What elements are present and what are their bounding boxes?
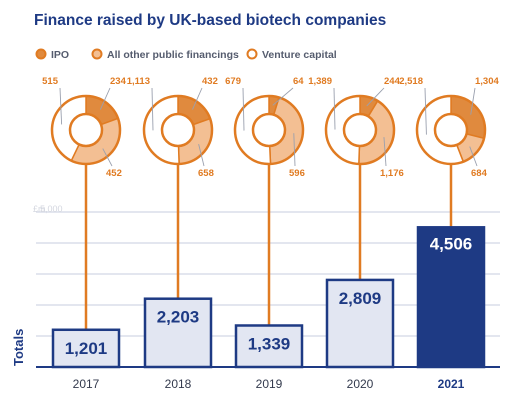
bar-value-label: 2,203: [157, 308, 200, 327]
y-axis-label: Totals: [11, 329, 26, 366]
legend: IPO All other public financings Venture ca…: [35, 48, 337, 61]
x-tick-label-2019: 2019: [256, 377, 283, 391]
leader-line: [151, 87, 154, 131]
donut-value-ipo: 1,304: [475, 76, 499, 87]
bar-value-label: 1,201: [65, 339, 108, 358]
donut-hole: [160, 112, 196, 148]
y-tick-label: 5,000: [40, 204, 63, 214]
leader-line: [293, 133, 296, 167]
donut-value-other-public: 658: [198, 168, 214, 179]
donut-outline: [233, 94, 305, 166]
bar-2017: [51, 328, 121, 369]
x-tick-label-2018: 2018: [165, 377, 192, 391]
leader-line: [333, 87, 336, 130]
leader-line: [272, 87, 294, 106]
donut-outline: [50, 94, 122, 166]
bar-value-label: 4,506: [430, 234, 473, 253]
leader-line: [469, 146, 478, 167]
bar-value-label: 1,339: [248, 334, 291, 353]
donut-value-ipo: 234: [110, 76, 127, 87]
legend-marker-venture-capital: [246, 48, 258, 60]
leader-line: [99, 87, 111, 110]
donut-2019: 64 596 679: [225, 76, 305, 179]
leader-line: [102, 148, 113, 167]
donut-value-venture-capital: 1,113: [127, 76, 150, 87]
donut-2018: 432 658 1,113: [127, 76, 218, 179]
donut-outline: [415, 94, 487, 166]
legend-label-venture-capital: Venture capital: [262, 49, 337, 61]
legend-label-ipo: IPO: [51, 49, 69, 61]
donut-value-venture-capital: 515: [42, 76, 59, 87]
donut-value-venture-capital: 1,389: [308, 76, 332, 87]
donut-2021: 1,304 684 2,518: [399, 76, 499, 179]
x-tick-label-2020: 2020: [347, 377, 374, 391]
leader-line: [366, 87, 385, 107]
legend-marker-ipo: [35, 48, 47, 60]
chart-title: Finance raised by UK-based biotech compa…: [34, 12, 386, 29]
leader-line: [424, 87, 427, 135]
legend-marker-all-other-public-financings: [91, 48, 103, 60]
donut-hole: [68, 112, 104, 148]
donut-value-ipo: 244: [384, 76, 401, 87]
x-tick-label-2021: 2021: [438, 377, 465, 391]
x-tick-label-2017: 2017: [73, 377, 100, 391]
donut-outline: [324, 94, 396, 166]
x-tick-labels: 2017 2018 2019 2020 2021: [73, 377, 465, 391]
donut-value-other-public: 596: [289, 168, 305, 179]
donut-charts: 234 452 515 432 658 1,113 64 596 679 244 1,176 1,38…: [42, 76, 499, 179]
donut-value-other-public: 1,176: [380, 168, 404, 179]
donut-hole: [342, 112, 378, 148]
legend-label-all-other-public-financings: All other public financings: [107, 49, 239, 61]
donut-2020: 244 1,176 1,389: [308, 76, 404, 179]
unit-label: £m: [33, 204, 46, 214]
donut-hole: [251, 112, 287, 148]
donut-value-ipo: 64: [293, 76, 304, 87]
leader-line: [470, 87, 476, 115]
donut-hole: [433, 112, 469, 148]
donut-value-other-public: 684: [471, 168, 488, 179]
leader-line: [242, 87, 245, 131]
bar-value-label: 2,809: [339, 289, 382, 308]
leader-line: [192, 87, 203, 110]
donut-outline: [142, 94, 214, 166]
donut-value-venture-capital: 2,518: [399, 76, 423, 87]
leader-line: [59, 87, 63, 125]
leader-line: [198, 144, 205, 167]
donut-value-ipo: 432: [202, 76, 218, 87]
donut-2017: 234 452 515: [42, 76, 126, 179]
connector-lines: [84, 164, 453, 330]
leader-line: [383, 137, 387, 167]
donut-value-other-public: 452: [106, 168, 122, 179]
donut-value-venture-capital: 679: [225, 76, 241, 87]
